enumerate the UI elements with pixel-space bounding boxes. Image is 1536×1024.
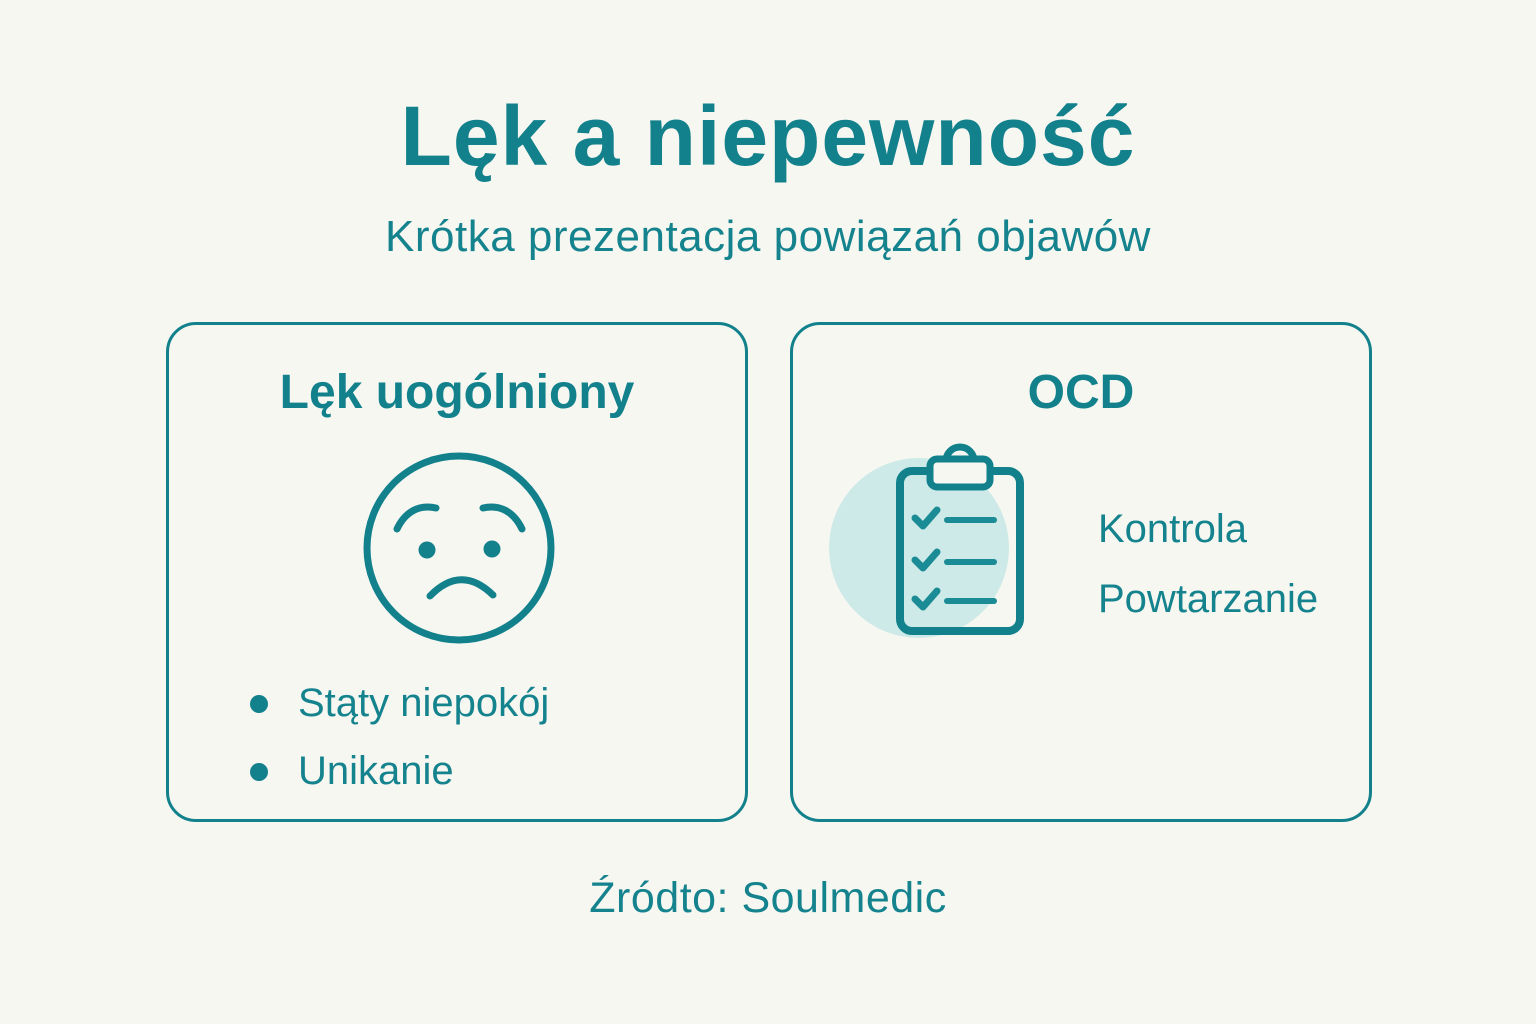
ocd-label-kontrola: Kontrola	[1098, 507, 1247, 551]
card-generalized-anxiety: Lęk uogólniony Stąty niepokój Unikanie	[166, 322, 748, 822]
bullet-text: Unikanie	[298, 749, 454, 793]
page-title: Lęk a niepewność	[400, 89, 1136, 183]
ocd-label-powtarzanie: Powtarzanie	[1098, 577, 1319, 621]
bullet-dot-icon	[250, 762, 268, 781]
bullet-text: Stąty niepokój	[298, 681, 550, 725]
source-credit: Źródto: Soulmedic	[589, 874, 947, 922]
page-subtitle: Krótka prezentacja powiązań objawów	[385, 212, 1151, 261]
card-heading-generalized-anxiety: Lęk uogólniony	[279, 366, 635, 419]
card-ocd: OCD Kontrola Powtarzanie	[790, 322, 1372, 822]
worried-face-icon	[359, 448, 559, 648]
bullet-dot-icon	[250, 694, 268, 713]
checklist-clipboard-icon	[890, 441, 1030, 646]
list-item: Stąty niepokój	[250, 681, 549, 726]
card-heading-ocd: OCD	[1027, 366, 1135, 419]
list-item: Unikanie	[250, 749, 454, 794]
